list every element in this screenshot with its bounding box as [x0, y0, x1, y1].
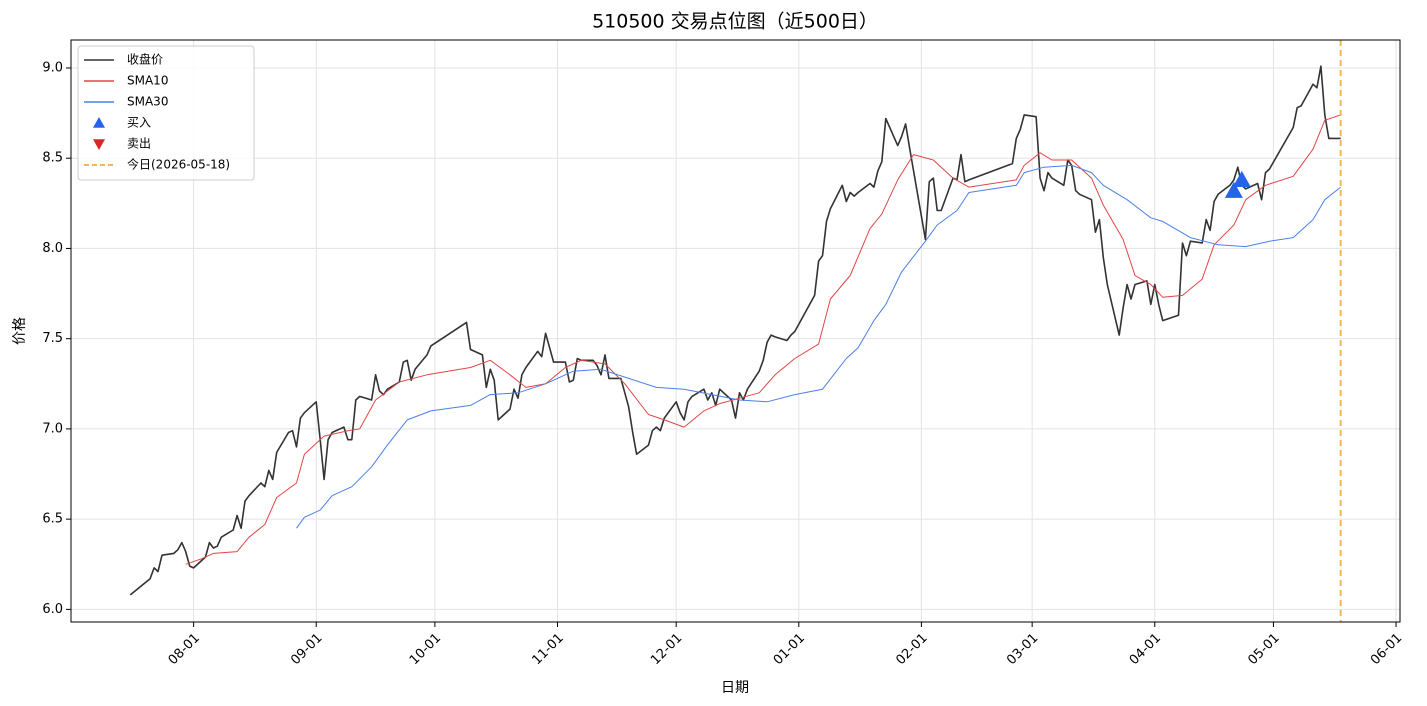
- x-tick-label: 06-01: [1368, 631, 1405, 668]
- trade-marker: [1224, 181, 1243, 198]
- legend-label: SMA30: [127, 95, 168, 109]
- x-tick-label: 04-01: [1127, 631, 1164, 668]
- x-tick-label: 10-01: [407, 631, 444, 668]
- y-tick-label: 8.5: [42, 151, 63, 166]
- series-line: [185, 114, 1341, 565]
- x-tick-label: 01-01: [771, 631, 808, 668]
- x-tick-label: 02-01: [893, 631, 930, 668]
- y-tick-label: 6.0: [42, 602, 63, 617]
- legend-swatch: [93, 117, 105, 128]
- y-tick-label: 7.5: [42, 331, 63, 346]
- legend-box: [77, 45, 255, 181]
- legend-swatch: [93, 139, 105, 150]
- legend-label: 卖出: [127, 137, 151, 151]
- legend-label: SMA10: [127, 74, 168, 88]
- chart-title: 510500 交易点位图（近500日）: [592, 11, 878, 33]
- y-tick-label: 7.0: [42, 421, 63, 436]
- y-axis-label: 价格: [12, 317, 28, 345]
- y-tick-label: 9.0: [42, 60, 63, 75]
- series-line: [129, 65, 1341, 596]
- x-axis-label: 日期: [721, 680, 749, 696]
- x-tick-label: 09-01: [288, 631, 325, 668]
- legend-label: 收盘价: [127, 52, 163, 67]
- x-tick-label: 05-01: [1245, 631, 1282, 668]
- trade-marker: [1232, 170, 1251, 188]
- x-tick-label: 12-01: [648, 631, 685, 668]
- x-tick-label: 08-01: [166, 631, 203, 668]
- x-tick-label: 11-01: [529, 631, 566, 668]
- legend-label: 今日(2026-05-18): [127, 157, 230, 172]
- x-tick-label: 03-01: [1004, 631, 1041, 668]
- plot-frame: [70, 39, 1401, 623]
- y-tick-label: 6.5: [42, 512, 63, 527]
- series-line: [296, 164, 1342, 529]
- y-tick-label: 8.0: [42, 241, 63, 256]
- legend-label: 买入: [127, 116, 151, 130]
